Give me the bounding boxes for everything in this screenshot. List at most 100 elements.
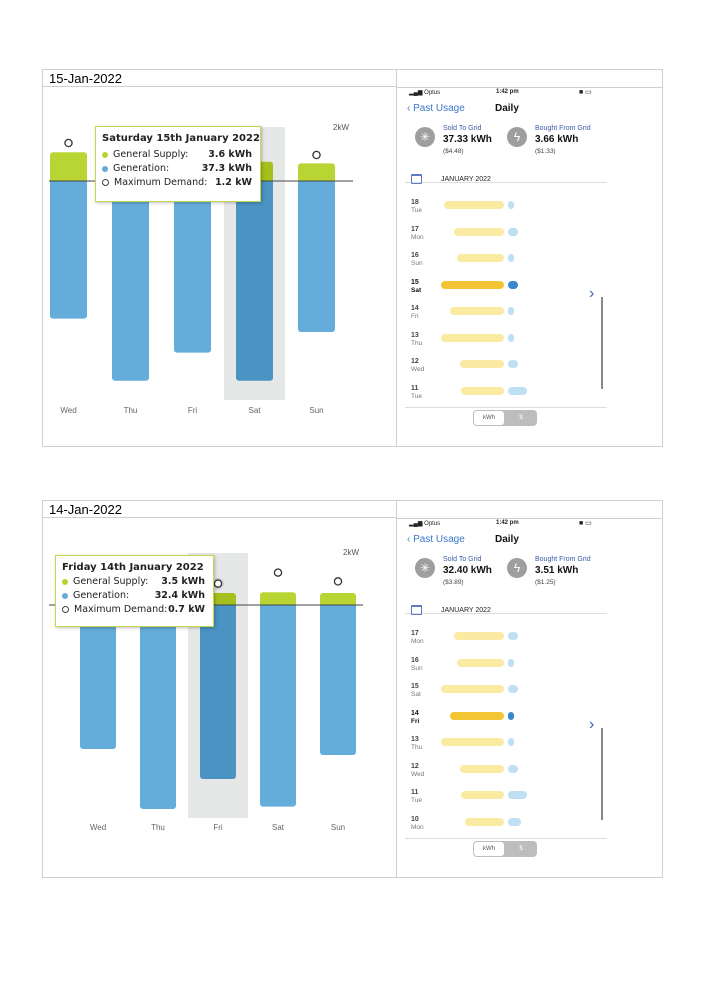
carrier-name: Optus [424,521,441,527]
toggle-dollar[interactable]: $ [519,415,523,421]
x-tick-label: Wed [60,406,76,415]
divider [405,182,607,183]
list-item[interactable]: 14 Fri [401,305,611,331]
carrier-name: Optus [424,90,441,96]
sold-cost: ($3.89) [443,579,464,586]
export-bar [461,791,504,799]
max-demand-marker [64,138,73,148]
bar-generation-top [260,605,296,609]
unit-toggle[interactable]: kWh $ [473,410,537,426]
tooltip-label: General Supply: [113,149,189,160]
tooltip-row-generation: Generation: 32.4 kWh [62,590,205,601]
panel-date: 15-Jan-2022 [43,70,397,87]
sun-icon: ✳ [415,558,435,578]
tooltip-label: Generation: [73,590,130,601]
unit-toggle[interactable]: kWh $ [473,841,537,857]
calendar-icon[interactable] [411,605,422,615]
list-item[interactable]: 13 Thu [401,332,611,358]
day-number: 10 [411,815,419,823]
sun-icon: ✳ [415,127,435,147]
x-tick-label: Thu [151,823,165,832]
usage-chart: Wed Thu Fri Sat Sun [49,553,363,832]
generation-dot-icon [62,592,68,599]
list-item[interactable]: 16 Sun [401,657,611,683]
summary: ✳ Sold To Grid 37.33 kWh ($4.48) ϟ Bough… [401,121,611,171]
toggle-dollar[interactable]: $ [519,846,523,852]
list-item[interactable]: 10 Mon [401,816,611,842]
import-bar [508,360,518,368]
day-weekday: Sat [411,691,421,698]
day-weekday: Sat [411,286,422,294]
import-bar [508,764,518,773]
day-number: 16 [411,656,419,664]
export-bar [450,711,504,720]
bar-generation [140,605,176,809]
import-bar [508,386,528,395]
list-item[interactable]: 11 Tue [401,385,611,411]
back-label: Past Usage [413,534,465,545]
day-number: 12 [411,762,419,770]
max-demand-marker [333,577,343,586]
max-demand-marker [213,579,223,588]
sold-label: Sold To Grid [443,556,482,563]
list-item[interactable]: 12 Wed [401,358,611,384]
scrollbar[interactable] [601,728,603,820]
list-item[interactable]: 13 Thu [401,736,611,762]
tooltip-value: 32.4 kWh [154,590,205,601]
export-bar [465,817,504,826]
list-item[interactable]: 17 Mon [401,630,611,656]
nav-bar: ‹ Past Usage Daily [401,99,611,121]
export-bar [457,658,504,667]
tooltip-row-max-demand: Maximum Demand: 1.2 kW [102,177,252,188]
max-demand-circle-icon [62,606,69,613]
toggle-kwh[interactable]: kWh [474,842,504,856]
chevron-right-icon[interactable]: › [589,716,595,733]
import-bar [508,817,521,826]
import-bar [508,738,515,746]
day-number: 17 [411,630,419,637]
export-bar [441,685,504,693]
scrollbar[interactable] [601,297,603,389]
tooltip-value: 3.5 kWh [161,576,205,587]
x-tick-label: Sun [331,823,345,832]
back-label: Past Usage [413,103,465,114]
export-bar [460,360,504,368]
daily-list[interactable]: 17 Mon 16 Sun 15 Sat 14 Fri 13 Thu 12 Wed 11 Tue 10 Mon [401,622,611,844]
month-label: JANUARY 2022 [441,607,491,614]
day-number: 11 [411,789,419,796]
toggle-kwh[interactable]: kWh [474,411,504,425]
nav-title: Daily [495,534,519,545]
bar-generation-top [298,181,335,185]
day-number: 15 [411,683,419,690]
bar-generation-top [200,605,236,609]
list-item[interactable]: 18 Tue [401,199,611,225]
list-item[interactable]: 11 Tue [401,789,611,815]
carrier: ▂▄▆ Optus [409,521,441,527]
day-number: 13 [411,736,419,743]
tooltip-label: General Supply: [73,576,149,587]
x-tick-label: Fri [188,406,198,415]
day-weekday: Tue [411,797,422,804]
sold-value: 37.33 kWh [443,134,492,145]
day-weekday: Mon [411,233,424,241]
calendar-icon[interactable] [411,174,422,184]
bar-generation [174,181,211,353]
bought-label: Bought From Grid [535,125,591,132]
status-time: 1:42 pm [496,520,519,526]
day-weekday: Wed [411,770,425,778]
list-item[interactable]: 16 Sun [401,252,611,278]
x-tick-label: Sat [272,823,285,832]
list-item[interactable]: 15 Sat [401,279,611,305]
list-item[interactable]: 17 Mon [401,226,611,252]
chevron-right-icon[interactable]: › [589,285,595,302]
day-weekday: Sun [411,260,423,267]
list-item[interactable]: 12 Wed [401,763,611,789]
daily-list[interactable]: 18 Tue 17 Mon 16 Sun 15 Sat 14 Fri 13 Thu 12 Wed 11 Tue [401,191,611,413]
list-item[interactable]: 14 Fri [401,710,611,736]
tooltip-value: 1.2 kW [215,177,252,188]
list-item[interactable]: 15 Sat [401,683,611,709]
day-number: 17 [411,225,419,233]
divider [405,407,607,408]
back-button[interactable]: ‹ Past Usage [407,534,465,545]
back-button[interactable]: ‹ Past Usage [407,103,465,114]
